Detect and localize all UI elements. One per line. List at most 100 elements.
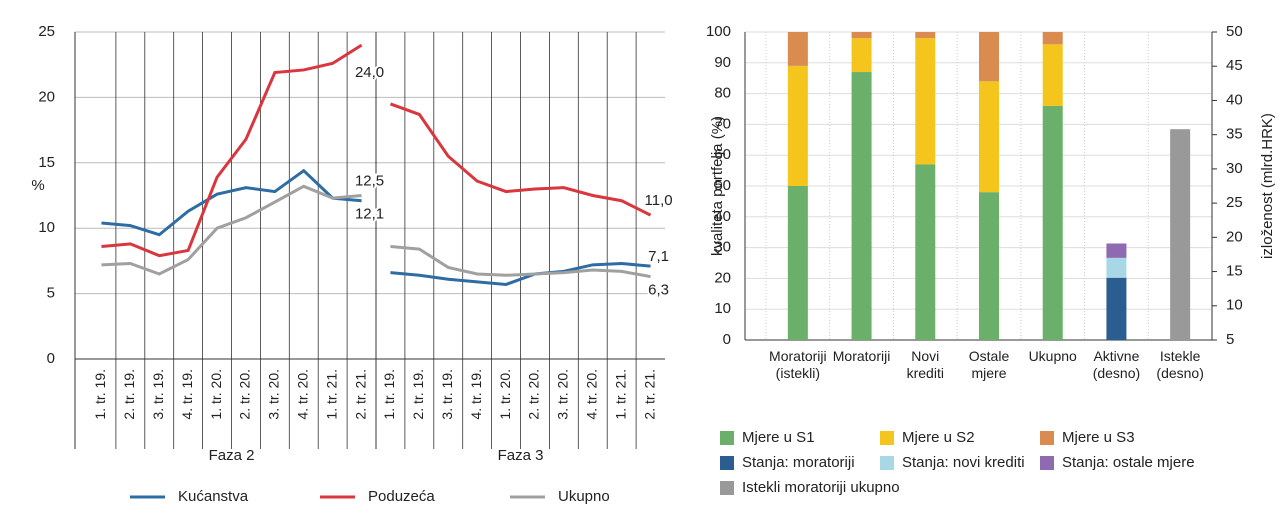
value-label: 7,1 — [648, 248, 669, 265]
y2-tick-label: 25 — [1226, 194, 1243, 211]
x-tick-label: Moratoriji — [832, 348, 891, 364]
legend-swatch — [1040, 456, 1054, 470]
y-axis-label: kvaliteta portfelja (%) — [709, 116, 726, 256]
bar-segment — [787, 32, 808, 66]
y-tick-label: 0 — [47, 350, 55, 367]
legend-label: Mjere u S3 — [1062, 429, 1135, 446]
x-tick-label: 3. tr. 19. — [439, 369, 455, 420]
y-tick-label: 10 — [38, 219, 55, 236]
bar-segment — [979, 192, 999, 340]
y-tick-label: 70 — [714, 115, 731, 132]
y-tick-label: 25 — [38, 23, 55, 40]
legend-label: Stanja: moratoriji — [742, 454, 855, 471]
y2-tick-label: 20 — [1226, 228, 1243, 245]
y-tick-label: 20 — [714, 269, 731, 286]
y-tick-label: 60 — [714, 146, 731, 163]
value-label: 12,5 — [355, 172, 384, 189]
x-tick-label: 3. tr. 19. — [150, 369, 166, 420]
y-tick-label: 20 — [38, 88, 55, 105]
y-tick-label: 10 — [714, 300, 731, 317]
value-label: 12,1 — [355, 206, 384, 223]
bar-segment — [1042, 105, 1063, 340]
x-tick-label: 2. tr. 20. — [526, 369, 542, 420]
legend-label: Ukupno — [558, 488, 610, 505]
x-tick-label: 1. tr. 19. — [92, 369, 108, 420]
bar-segment — [1106, 277, 1127, 340]
bar-segment — [851, 72, 872, 340]
value-label: 6,3 — [648, 282, 669, 299]
bar-segment — [787, 65, 808, 186]
x-tick-label: 3. tr. 20. — [555, 369, 571, 420]
y-tick-label: 15 — [38, 154, 55, 171]
y2-tick-label: 5 — [1226, 331, 1234, 348]
line — [389, 102, 652, 217]
line — [101, 184, 362, 276]
x-tick-label: 4. tr. 20. — [583, 369, 599, 420]
x-tick-label: 2. tr. 19. — [121, 369, 137, 420]
x-tick-label: 4. tr. 19. — [468, 369, 484, 420]
x-tick-label: 4. tr. 20. — [294, 369, 310, 420]
y-tick-label: 100 — [706, 23, 731, 40]
bar-segment — [915, 38, 936, 165]
group-label: Faza 3 — [498, 447, 544, 464]
legend-label: Poduzeća — [368, 488, 435, 505]
y-tick-label: 90 — [714, 54, 731, 71]
bar-segment — [1042, 32, 1063, 45]
group-label: Faza 2 — [209, 447, 255, 464]
y2-tick-label: 10 — [1226, 297, 1243, 314]
x-tick-label: Moratoriji (istekli) — [769, 348, 827, 381]
y2-tick-label: 30 — [1226, 160, 1243, 177]
legend-swatch — [880, 431, 894, 445]
bar-segment — [851, 38, 872, 73]
value-label: 24,0 — [355, 64, 384, 81]
y-tick-label: 80 — [714, 85, 731, 102]
legend-label: Istekli moratoriji ukupno — [742, 479, 900, 496]
legend-label: Mjere u S2 — [902, 429, 975, 446]
y-tick-label: 0 — [723, 331, 731, 348]
x-tick-label: 1. tr. 21. — [612, 369, 628, 420]
x-tick-label: 1. tr. 19. — [381, 369, 397, 420]
y-tick-label: 40 — [714, 208, 731, 225]
bar-segment — [851, 32, 872, 39]
y2-tick-label: 50 — [1226, 23, 1243, 40]
legend-swatch — [720, 481, 734, 495]
y-tick-label: 30 — [714, 239, 731, 256]
line — [101, 168, 362, 237]
line — [390, 245, 651, 279]
x-tick-label: Novi krediti — [906, 348, 944, 381]
line — [390, 262, 651, 286]
line — [101, 43, 363, 258]
y2-tick-label: 35 — [1226, 126, 1243, 143]
y2-tick-label: 40 — [1226, 91, 1243, 108]
y-tick-label: 50 — [714, 177, 731, 194]
bar-segment — [787, 186, 808, 340]
x-tick-label: 3. tr. 20. — [266, 369, 282, 420]
x-tick-label: Ukupno — [1028, 348, 1077, 364]
legend-swatch — [720, 456, 734, 470]
legend-swatch — [1040, 431, 1054, 445]
value-label: 11,0 — [645, 192, 673, 209]
y2-axis-label: izloženost (mlrd.HRK) — [1259, 113, 1276, 259]
x-tick-label: Ostale mjere — [968, 348, 1010, 381]
bar-segment — [1170, 129, 1191, 340]
bar-segment — [1106, 257, 1127, 278]
y2-tick-label: 15 — [1226, 263, 1243, 280]
x-tick-label: Istekle (desno) — [1156, 348, 1204, 381]
x-tick-label: 2. tr. 19. — [410, 369, 426, 420]
x-tick-label: 2. tr. 21. — [352, 369, 368, 420]
legend-label: Mjere u S1 — [742, 429, 815, 446]
bar-segment — [915, 164, 936, 340]
x-tick-label: Aktivne (desno) — [1092, 348, 1141, 381]
y-axis-label: % — [31, 177, 44, 194]
y-tick-label: 5 — [47, 285, 55, 302]
y2-tick-label: 45 — [1226, 57, 1243, 74]
x-tick-label: 1. tr. 20. — [208, 369, 224, 420]
legend-label: Stanja: novi krediti — [902, 454, 1025, 471]
x-tick-label: 1. tr. 21. — [323, 369, 339, 420]
bar-segment — [979, 81, 999, 193]
x-tick-label: 2. tr. 20. — [237, 369, 253, 420]
legend-label: Stanja: ostale mjere — [1062, 454, 1195, 471]
x-tick-label: 4. tr. 19. — [179, 369, 195, 420]
